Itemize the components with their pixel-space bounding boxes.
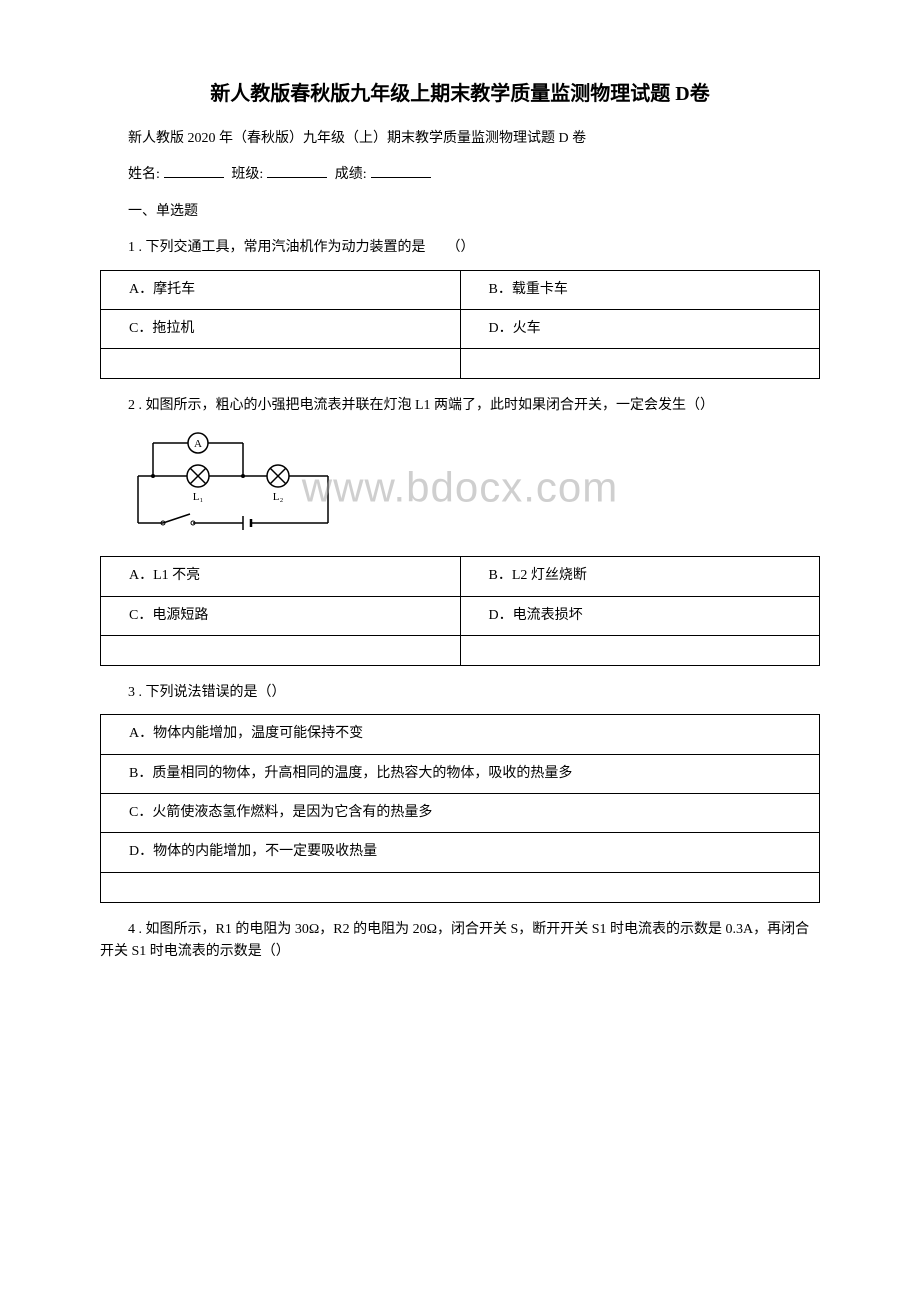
section-header: 一、单选题 xyxy=(100,201,820,223)
q1-option-d: D．火车 xyxy=(460,309,820,348)
question-4-text: 4 . 如图所示，R1 的电阻为 30Ω，R2 的电阻为 20Ω，闭合开关 S，… xyxy=(100,919,820,964)
question-3-text: 3 . 下列说法错误的是（） xyxy=(100,682,820,704)
name-blank xyxy=(164,177,224,178)
q2-option-a: A．L1 不亮 xyxy=(101,557,461,596)
q1-empty-cell xyxy=(460,349,820,379)
q1-option-a: A．摩托车 xyxy=(101,270,461,309)
student-info-line: 姓名: 班级: 成绩: xyxy=(100,164,820,186)
q1-empty-cell xyxy=(101,349,461,379)
circuit-diagram: A L₁ L₂ xyxy=(128,428,820,546)
q3-option-b: B．质量相同的物体，升高相同的温度，比热容大的物体，吸收的热量多 xyxy=(101,754,820,793)
q3-empty-cell xyxy=(101,872,820,902)
q2-option-b: B．L2 灯丝烧断 xyxy=(460,557,820,596)
question-2-options: A．L1 不亮 B．L2 灯丝烧断 C．电源短路 D．电流表损坏 xyxy=(100,556,820,666)
question-3-options: A．物体内能增加，温度可能保持不变 B．质量相同的物体，升高相同的温度，比热容大… xyxy=(100,714,820,903)
subtitle: 新人教版 2020 年（春秋版）九年级（上）期末教学质量监测物理试题 D 卷 xyxy=(100,128,820,150)
class-label: 班级: xyxy=(231,167,263,182)
ammeter-label: A xyxy=(194,438,202,450)
q1-option-b: B．载重卡车 xyxy=(460,270,820,309)
page-title: 新人教版春秋版九年级上期末教学质量监测物理试题 D卷 xyxy=(100,80,820,108)
q2-empty-cell xyxy=(101,635,461,665)
class-blank xyxy=(267,177,327,178)
score-label: 成绩: xyxy=(335,167,367,182)
l1-label: L₁ xyxy=(193,491,204,503)
q2-empty-cell xyxy=(460,635,820,665)
name-label: 姓名: xyxy=(128,167,160,182)
question-2-text: 2 . 如图所示，粗心的小强把电流表并联在灯泡 L1 两端了，此时如果闭合开关，… xyxy=(100,395,820,417)
q3-option-a: A．物体内能增加，温度可能保持不变 xyxy=(101,715,820,754)
question-1-text: 1 . 下列交通工具，常用汽油机作为动力装置的是 （） xyxy=(100,237,820,259)
question-1-options: A．摩托车 B．载重卡车 C．拖拉机 D．火车 xyxy=(100,270,820,380)
score-blank xyxy=(371,177,431,178)
circuit-diagram-wrapper: A L₁ L₂ xyxy=(100,428,820,546)
q1-option-c: C．拖拉机 xyxy=(101,309,461,348)
l2-label: L₂ xyxy=(273,491,284,503)
q3-option-d: D．物体的内能增加，不一定要吸收热量 xyxy=(101,833,820,872)
q2-option-d: D．电流表损坏 xyxy=(460,596,820,635)
q2-option-c: C．电源短路 xyxy=(101,596,461,635)
circuit-svg: A L₁ L₂ xyxy=(128,428,358,538)
q3-option-c: C．火箭使液态氢作燃料，是因为它含有的热量多 xyxy=(101,794,820,833)
